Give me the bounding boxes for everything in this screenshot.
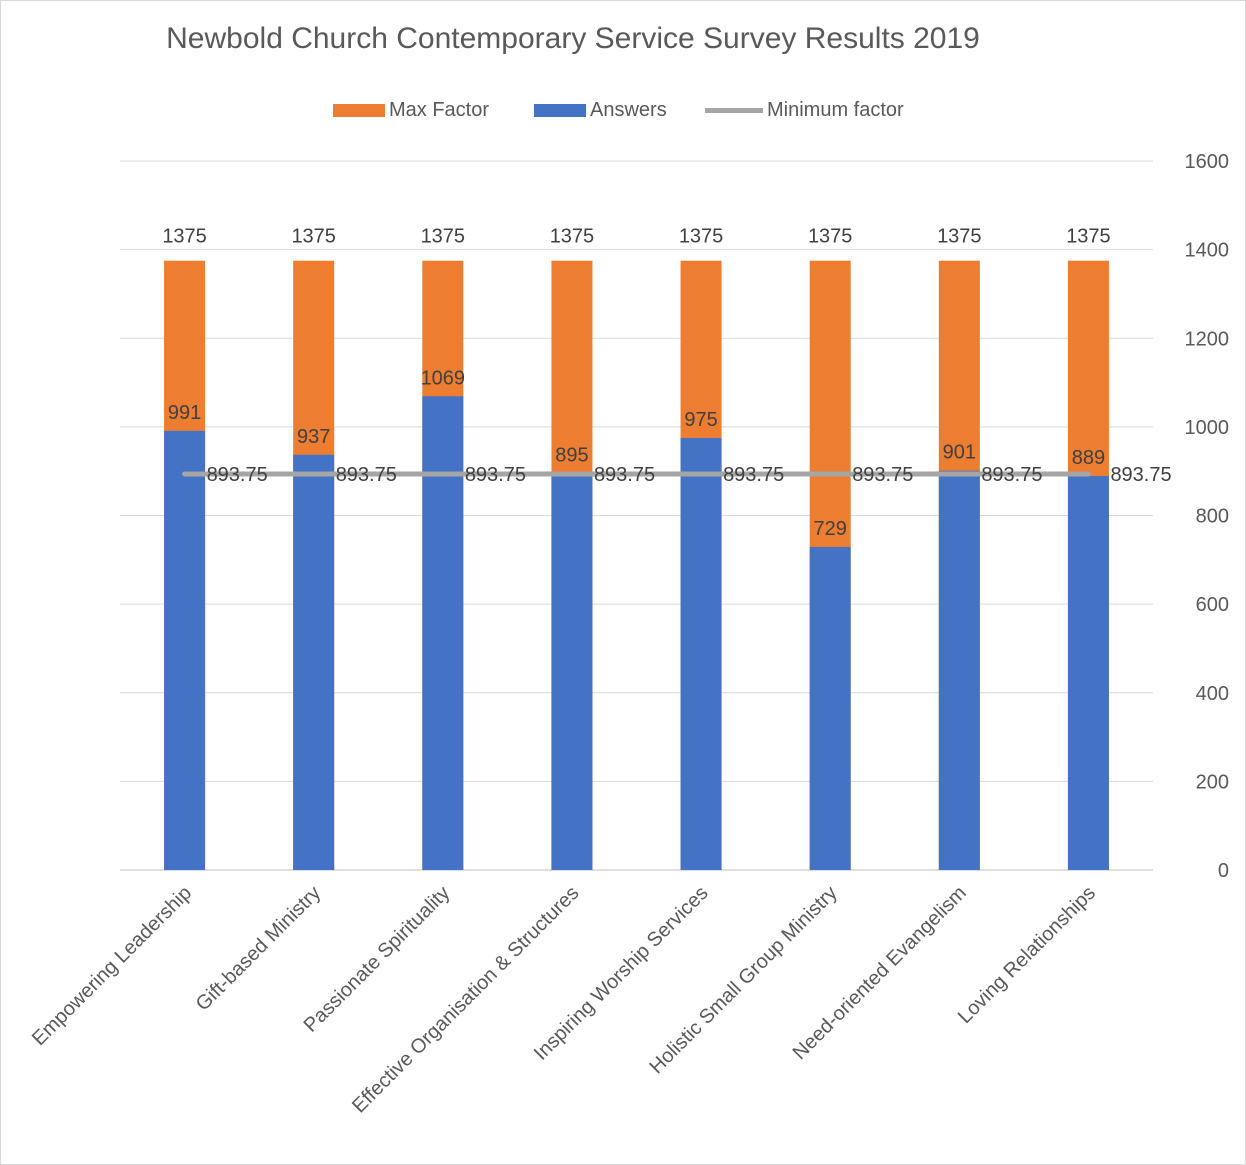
bar-answers-inspiring-worship-services [680,437,722,870]
data-label-max-factor: 1375 [808,226,853,248]
data-label-minimum-factor: 893.75 [1110,464,1171,486]
data-label-max-factor: 1375 [291,226,336,248]
legend: Max Factor Answers Minimum factor [0,97,1246,123]
bar-answers-loving-relationships [1067,476,1109,870]
legend-swatch-max-factor [333,103,385,117]
data-label-answers: 901 [943,442,976,464]
data-label-minimum-factor: 893.75 [465,464,526,486]
legend-swatch-minimum-factor [705,107,763,113]
x-tick-label: Empowering Leadership [28,882,196,1050]
y-tick-label: 0 [1218,860,1229,882]
y-tick-label: 600 [1196,594,1229,616]
data-label-max-factor: 1375 [550,226,595,248]
data-label-max-factor: 1375 [421,226,466,248]
x-tick-label: Effective Organisation & Structures [348,882,583,1117]
legend-label-answers: Answers [590,98,667,121]
data-label-minimum-factor: 893.75 [981,464,1042,486]
y-tick-label: 1200 [1185,328,1230,350]
data-label-max-factor: 1375 [679,226,724,248]
data-label-answers: 729 [814,518,847,540]
legend-item-minimum-factor: Minimum factor [705,97,904,123]
y-tick-label: 1600 [1185,151,1230,173]
chart-title: Newbold Church Contemporary Service Surv… [166,22,980,55]
data-label-answers: 975 [684,409,717,431]
y-tick-label: 800 [1196,506,1229,528]
y-tick-label: 400 [1196,683,1229,705]
y-tick-label: 1400 [1185,240,1230,262]
y-tick-label: 1000 [1185,417,1230,439]
legend-label-minimum-factor: Minimum factor [767,98,904,121]
x-tick-label: Gift-based Ministry [192,882,325,1015]
bar-answers-passionate-spirituality [422,396,464,870]
data-label-max-factor: 1375 [937,226,982,248]
bar-answers-gift-based-ministry [293,454,335,870]
data-label-answers: 1069 [421,367,466,389]
bar-answers-holistic-small-group-ministry [809,546,851,870]
legend-swatch-answers [534,103,586,117]
bar-answers-empowering-leadership [164,430,206,870]
legend-label-max-factor: Max Factor [389,98,490,121]
data-label-answers: 937 [297,426,330,448]
bar-answers-need-oriented-evangelism [938,470,980,870]
y-tick-label: 200 [1196,771,1229,793]
data-label-max-factor: 1375 [162,226,207,248]
legend-item-max-factor: Max Factor [333,97,489,123]
data-label-minimum-factor: 893.75 [336,464,397,486]
data-label-minimum-factor: 893.75 [594,464,655,486]
x-tick-label: Loving Relationships [954,882,1100,1028]
data-label-answers: 991 [168,402,201,424]
bar-answers-effective-organisation-structures [551,473,593,870]
data-label-minimum-factor: 893.75 [723,464,784,486]
data-label-minimum-factor: 893.75 [852,464,913,486]
legend-item-answers: Answers [534,97,667,123]
x-tick-label: Passionate Spirituality [300,882,455,1037]
data-label-max-factor: 1375 [1066,226,1111,248]
data-label-answers: 889 [1072,447,1105,469]
data-label-minimum-factor: 893.75 [207,464,268,486]
data-label-answers: 895 [555,444,588,466]
